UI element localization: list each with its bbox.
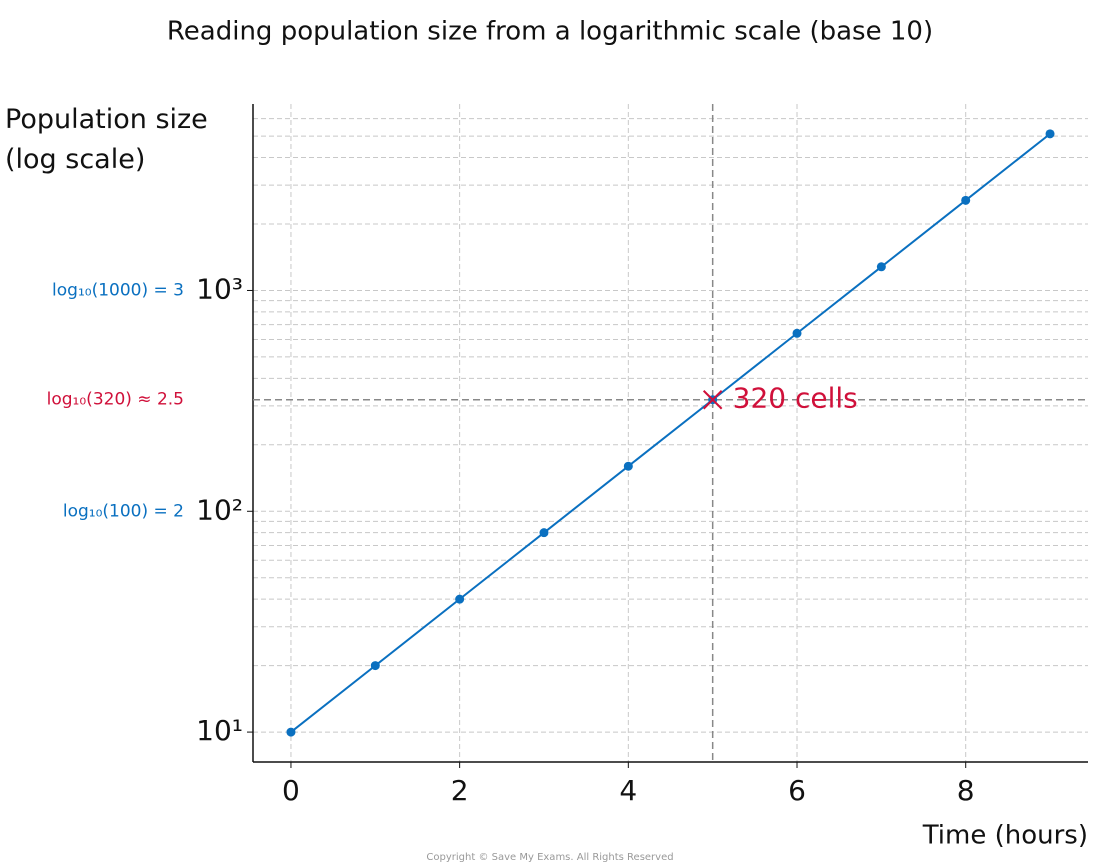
data-point [961, 195, 971, 205]
data-point [455, 594, 465, 604]
data-point [370, 661, 380, 671]
annotation: log₁₀(100) = 2 [63, 501, 184, 521]
annotation: log₁₀(320) ≈ 2.5 [47, 390, 184, 410]
x-tick-label: 4 [619, 774, 637, 807]
data-point [1045, 129, 1055, 139]
series-line [290, 133, 1051, 733]
annotation: log₁₀(1000) = 3 [52, 280, 184, 300]
x-axis-label: Time (hours) [922, 821, 1088, 851]
data-point [792, 328, 802, 338]
y-axis-label: Population size (log scale) [5, 104, 208, 175]
data-point [623, 461, 633, 471]
x-tick-label: 8 [957, 774, 975, 807]
y-tick-label: 10² [196, 493, 243, 526]
data-point [876, 262, 886, 272]
reference-marker [702, 390, 723, 410]
y-tick-label: 10¹ [196, 714, 243, 747]
chart-title: Reading population size from a logarithm… [167, 17, 933, 47]
y-tick-label: 10³ [196, 272, 243, 305]
reference-label: 320 cells [733, 382, 858, 415]
footer: Copyright © Save My Exams. All Rights Re… [426, 852, 673, 863]
data-point [286, 727, 296, 737]
x-tick-label: 0 [282, 774, 300, 807]
x-tick-label: 2 [451, 774, 469, 807]
x-tick-label: 6 [788, 774, 806, 807]
data-point [539, 528, 549, 538]
